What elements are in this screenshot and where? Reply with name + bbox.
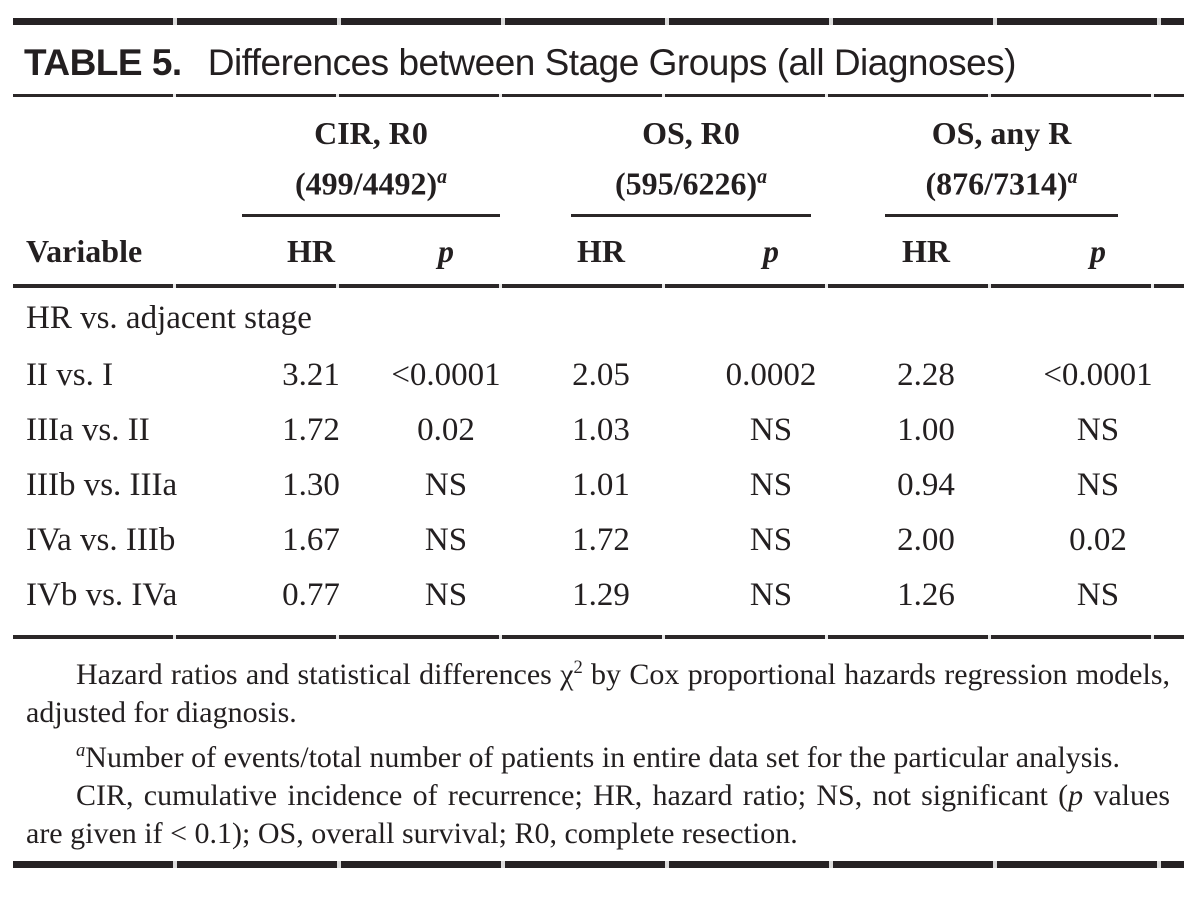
group-header-spacer bbox=[26, 97, 241, 217]
table-body: HR vs. adjacent stage II vs. I 3.21 <0.0… bbox=[0, 288, 1194, 635]
table-footnotes: Hazard ratios and statistical difference… bbox=[0, 639, 1194, 853]
footnote-marker-a: a bbox=[1067, 166, 1078, 188]
group-header-os-r0-name: OS, R0 bbox=[642, 115, 740, 151]
cell-cir-r0-p: NS bbox=[424, 521, 468, 558]
column-header-p-cir-r0: p bbox=[438, 232, 454, 269]
footnote-methods: Hazard ratios and statistical difference… bbox=[26, 656, 1170, 729]
cell-os-any-r-p: <0.0001 bbox=[1043, 356, 1153, 393]
row-variable: IIIb vs. IIIa bbox=[26, 466, 178, 503]
column-header-hr-cir-r0: HR bbox=[287, 232, 335, 269]
column-header-hr-os-any-r: HR bbox=[902, 232, 950, 269]
cell-os-any-r-p: NS bbox=[1076, 466, 1120, 503]
table-title: TABLE 5. Differences between Stage Groups… bbox=[0, 25, 1194, 94]
spanner-rule-os-r0 bbox=[571, 213, 811, 217]
cell-os-any-r-hr: 2.00 bbox=[897, 521, 955, 558]
cell-os-any-r-p: NS bbox=[1076, 576, 1120, 613]
cell-os-any-r-hr: 0.94 bbox=[897, 466, 955, 503]
table-header: CIR, R0 (499/4492)a OS, R0 (595/6226)a O… bbox=[0, 97, 1194, 284]
cell-os-r0-p: NS bbox=[749, 466, 793, 503]
cell-cir-r0-p: 0.02 bbox=[417, 411, 475, 448]
top-border-rule bbox=[13, 18, 1184, 25]
footnote-events: aNumber of events/total number of patien… bbox=[76, 739, 1120, 774]
cell-os-r0-hr: 1.72 bbox=[572, 521, 630, 558]
cell-cir-r0-hr: 3.21 bbox=[282, 356, 340, 393]
cell-cir-r0-hr: 1.30 bbox=[282, 466, 340, 503]
cell-os-r0-p: 0.0002 bbox=[725, 356, 817, 393]
footnote-separator-rule bbox=[13, 634, 1184, 639]
row-variable: IVb vs. IVa bbox=[26, 576, 178, 613]
footnote-marker-a: a bbox=[437, 166, 448, 188]
spanner-rule-os-any-r bbox=[885, 213, 1118, 217]
group-header-os-r0-counts: (595/6226)a bbox=[614, 165, 768, 202]
title-separator-rule bbox=[13, 94, 1184, 97]
column-header-p-os-any-r: p bbox=[1090, 232, 1106, 269]
table-title-text: Differences between Stage Groups (all Di… bbox=[207, 42, 1017, 83]
italic-p: p bbox=[1068, 778, 1084, 812]
group-header-os-any-r: OS, any R (876/7314)a bbox=[851, 97, 1170, 217]
cell-os-r0-p: NS bbox=[749, 521, 793, 558]
footnote-abbreviations: CIR, cumulative incidence of recurrence;… bbox=[26, 778, 1170, 850]
cell-os-any-r-p: 0.02 bbox=[1069, 521, 1127, 558]
cell-os-r0-hr: 2.05 bbox=[572, 356, 630, 393]
cell-os-r0-hr: 1.29 bbox=[572, 576, 630, 613]
cell-cir-r0-p: NS bbox=[424, 466, 468, 503]
cell-os-any-r-hr: 1.26 bbox=[897, 576, 955, 613]
column-header-hr-os-r0: HR bbox=[577, 232, 625, 269]
row-variable: II vs. I bbox=[26, 356, 114, 393]
cell-cir-r0-hr: 1.67 bbox=[282, 521, 340, 558]
group-header-cir-r0-name: CIR, R0 bbox=[314, 115, 428, 151]
cell-cir-r0-hr: 0.77 bbox=[282, 576, 340, 613]
column-header-variable: Variable bbox=[26, 232, 143, 269]
cell-os-r0-hr: 1.01 bbox=[572, 466, 630, 503]
bottom-border-rule bbox=[13, 860, 1184, 868]
group-header-os-any-r-name: OS, any R bbox=[931, 115, 1072, 151]
cell-cir-r0-p: NS bbox=[424, 576, 468, 613]
footnote-marker-a: a bbox=[757, 166, 768, 188]
header-separator-rule bbox=[13, 283, 1184, 288]
group-header-os-r0: OS, R0 (595/6226)a bbox=[511, 97, 851, 217]
cell-os-any-r-hr: 2.28 bbox=[897, 356, 955, 393]
cell-os-r0-p: NS bbox=[749, 576, 793, 613]
row-variable: IIIa vs. II bbox=[26, 411, 150, 448]
group-header-cir-r0: CIR, R0 (499/4492)a bbox=[241, 97, 511, 217]
footnote-marker-a: a bbox=[76, 739, 86, 761]
cell-os-any-r-p: NS bbox=[1076, 411, 1120, 448]
group-header-cir-r0-counts: (499/4492)a bbox=[294, 165, 448, 202]
table-number-label: TABLE 5. bbox=[24, 42, 182, 83]
group-header-os-any-r-counts: (876/7314)a bbox=[925, 165, 1078, 202]
cell-os-any-r-hr: 1.00 bbox=[897, 411, 955, 448]
cell-cir-r0-p: <0.0001 bbox=[391, 356, 501, 393]
chi-squared-exponent: 2 bbox=[573, 656, 583, 678]
column-header-p-os-r0: p bbox=[763, 232, 779, 269]
cell-cir-r0-hr: 1.72 bbox=[282, 411, 340, 448]
cell-os-r0-p: NS bbox=[749, 411, 793, 448]
section-row-label: HR vs. adjacent stage bbox=[26, 299, 312, 336]
cell-os-r0-hr: 1.03 bbox=[572, 411, 630, 448]
spanner-rule-cir-r0 bbox=[242, 213, 500, 217]
row-variable: IVa vs. IIIb bbox=[26, 521, 176, 558]
